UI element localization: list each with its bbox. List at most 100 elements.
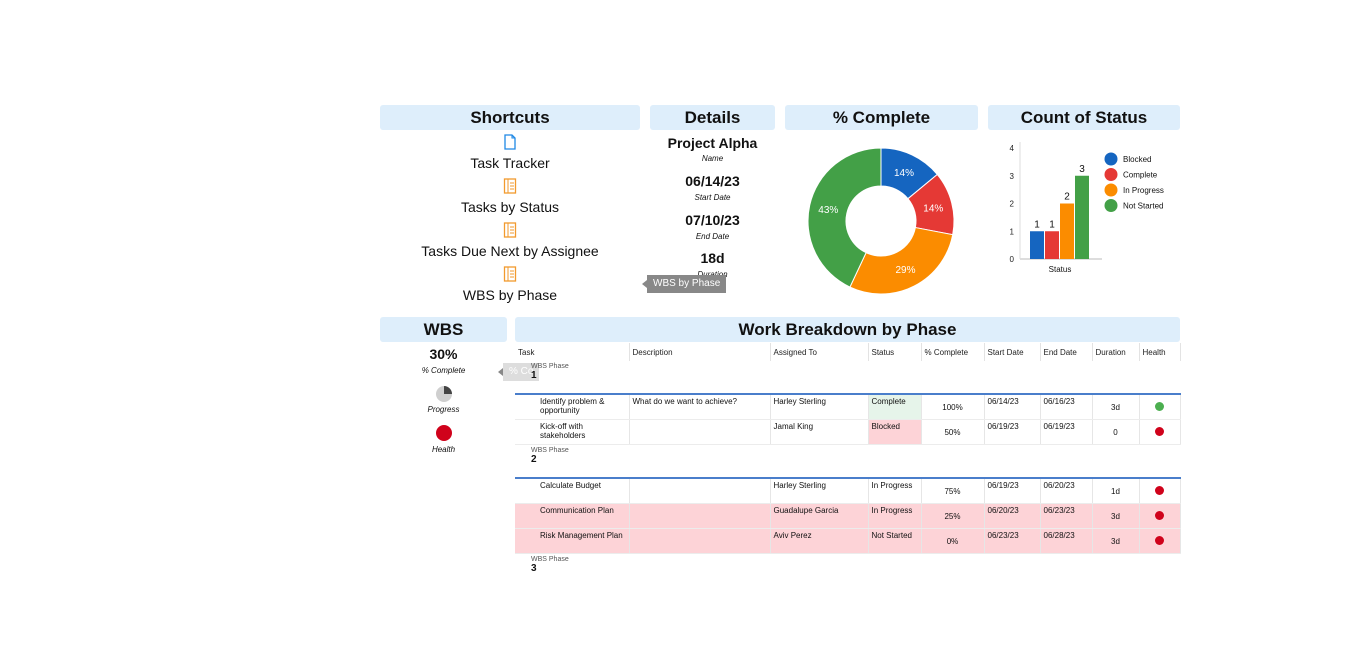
task-cell[interactable]: Calculate Budget — [515, 478, 630, 504]
legend-label: Complete — [1123, 171, 1158, 180]
column-header[interactable]: Health — [1139, 343, 1181, 361]
phase-row[interactable]: WBS Phase 1 — [515, 361, 1180, 393]
legend-label: In Progress — [1123, 186, 1164, 195]
column-header[interactable]: Description — [629, 343, 771, 361]
column-header[interactable]: % Complete — [921, 343, 985, 361]
shortcut-label[interactable]: Tasks Due Next by Assignee — [421, 243, 599, 259]
assigned-cell[interactable]: Aviv Perez — [770, 528, 869, 554]
task-cell[interactable]: Identify problem & opportunity — [515, 394, 630, 420]
end-date-cell[interactable]: 06/16/23 — [1040, 394, 1093, 420]
start-date-cell[interactable]: 06/23/23 — [984, 528, 1041, 554]
task-cell[interactable]: Communication Plan — [515, 503, 630, 529]
health-indicator-icon — [436, 425, 452, 441]
assigned-cell[interactable]: Jamal King — [770, 419, 869, 445]
duration-cell[interactable]: 3d — [1092, 394, 1140, 420]
shortcut-label[interactable]: WBS by Phase — [462, 287, 558, 303]
table-row[interactable]: Identify problem & opportunity What do w… — [515, 394, 1181, 420]
description-cell[interactable] — [629, 478, 771, 504]
health-caption: Health — [431, 445, 456, 454]
table-row[interactable]: Kick-off with stakeholders Jamal King Bl… — [515, 419, 1181, 445]
progress-pie-icon — [436, 386, 452, 402]
health-cell[interactable] — [1139, 528, 1181, 554]
percent-cell[interactable]: 100% — [921, 394, 985, 420]
legend-swatch — [1104, 168, 1118, 181]
description-cell[interactable]: What do we want to achieve? — [629, 394, 771, 420]
table-header-row: Task Description Assigned To Status % Co… — [515, 343, 1181, 361]
start-date-cell[interactable]: 06/19/23 — [984, 419, 1041, 445]
bar-complete — [1045, 231, 1059, 259]
status-cell[interactable]: In Progress — [868, 478, 922, 504]
health-cell[interactable] — [1139, 394, 1181, 420]
donut-value-label: 14% — [923, 204, 943, 215]
assigned-cell[interactable]: Guadalupe Garcia — [770, 503, 869, 529]
phase-label: WBS Phase — [531, 556, 569, 563]
donut-value-label: 43% — [818, 205, 838, 216]
duration-cell[interactable]: 0 — [1092, 419, 1140, 445]
assigned-cell[interactable]: Harley Sterling — [770, 478, 869, 504]
percent-cell[interactable]: 0% — [921, 528, 985, 554]
health-cell[interactable] — [1139, 503, 1181, 529]
duration-caption: Duration — [650, 270, 775, 279]
bar-value-label: 1 — [1034, 219, 1040, 230]
duration-cell[interactable]: 3d — [1092, 528, 1140, 554]
phase-row[interactable]: WBS Phase 2 — [515, 445, 1180, 478]
bar-value-label: 1 — [1049, 219, 1055, 230]
start-date-value: 06/14/23 — [685, 173, 740, 189]
description-cell[interactable] — [629, 528, 771, 554]
bar-value-label: 3 — [1079, 164, 1085, 175]
duration-cell[interactable]: 1d — [1092, 478, 1140, 504]
start-date-cell[interactable]: 06/20/23 — [984, 503, 1041, 529]
end-date-cell[interactable]: 06/20/23 — [1040, 478, 1093, 504]
table-row[interactable]: Calculate Budget Harley Sterling In Prog… — [515, 478, 1181, 504]
start-date-cell[interactable]: 06/14/23 — [984, 394, 1041, 420]
health-cell[interactable] — [1139, 478, 1181, 504]
assigned-cell[interactable]: Harley Sterling — [770, 394, 869, 420]
health-red-icon — [1155, 535, 1164, 545]
task-cell[interactable]: Kick-off with stakeholders — [515, 419, 630, 445]
project-name-caption: Name — [701, 154, 724, 163]
status-cell[interactable]: Not Started — [868, 528, 922, 554]
wbs-percent-value: 30% — [429, 346, 458, 362]
column-header[interactable]: Start Date — [984, 343, 1041, 361]
column-header[interactable]: Duration — [1092, 343, 1140, 361]
column-header[interactable]: Assigned To — [770, 343, 869, 361]
legend-label: Not Started — [1123, 202, 1163, 211]
description-cell[interactable] — [629, 503, 771, 529]
task-cell[interactable]: Risk Management Plan — [515, 528, 630, 554]
description-cell[interactable] — [629, 419, 771, 445]
health-red-icon — [1155, 485, 1164, 495]
start-date-cell[interactable]: 06/19/23 — [984, 478, 1041, 504]
status-cell[interactable]: Blocked — [868, 419, 922, 445]
percent-cell[interactable]: 25% — [921, 503, 985, 529]
column-header[interactable]: End Date — [1040, 343, 1093, 361]
table-row[interactable]: Risk Management Plan Aviv Perez Not Star… — [515, 528, 1181, 554]
shortcut-label[interactable]: Task Tracker — [470, 155, 550, 171]
duration-cell[interactable]: 3d — [1092, 503, 1140, 529]
health-cell[interactable] — [1139, 419, 1181, 445]
phase-row[interactable]: WBS Phase 3 — [515, 554, 1180, 587]
work-breakdown-table: Task Description Assigned To Status % Co… — [515, 343, 1181, 586]
end-date-cell[interactable]: 06/28/23 — [1040, 528, 1093, 554]
percent-cell[interactable]: 75% — [921, 478, 985, 504]
column-header[interactable]: Task — [515, 343, 630, 361]
y-tick-label: 1 — [1010, 227, 1015, 236]
end-date-caption: End Date — [695, 232, 730, 241]
percent-cell[interactable]: 50% — [921, 419, 985, 445]
y-tick-label: 4 — [1010, 144, 1015, 153]
shortcuts-header: Shortcuts — [380, 105, 640, 130]
column-header[interactable]: Status — [868, 343, 922, 361]
phase-label: WBS Phase — [531, 447, 569, 454]
status-cell[interactable]: In Progress — [868, 503, 922, 529]
shortcut-label[interactable]: Tasks by Status — [460, 199, 560, 215]
end-date-cell[interactable]: 06/23/23 — [1040, 503, 1093, 529]
report-icon — [503, 222, 517, 238]
wbs-percent-caption: % Complete — [421, 366, 466, 375]
table-row[interactable]: Communication Plan Guadalupe Garcia In P… — [515, 503, 1181, 529]
progress-caption: Progress — [427, 405, 460, 414]
wbs-tooltip: % Co — [497, 363, 540, 381]
end-date-cell[interactable]: 06/19/23 — [1040, 419, 1093, 445]
legend-swatch — [1104, 152, 1118, 166]
donut-value-label: 29% — [896, 265, 916, 276]
status-cell[interactable]: Complete — [868, 394, 922, 420]
